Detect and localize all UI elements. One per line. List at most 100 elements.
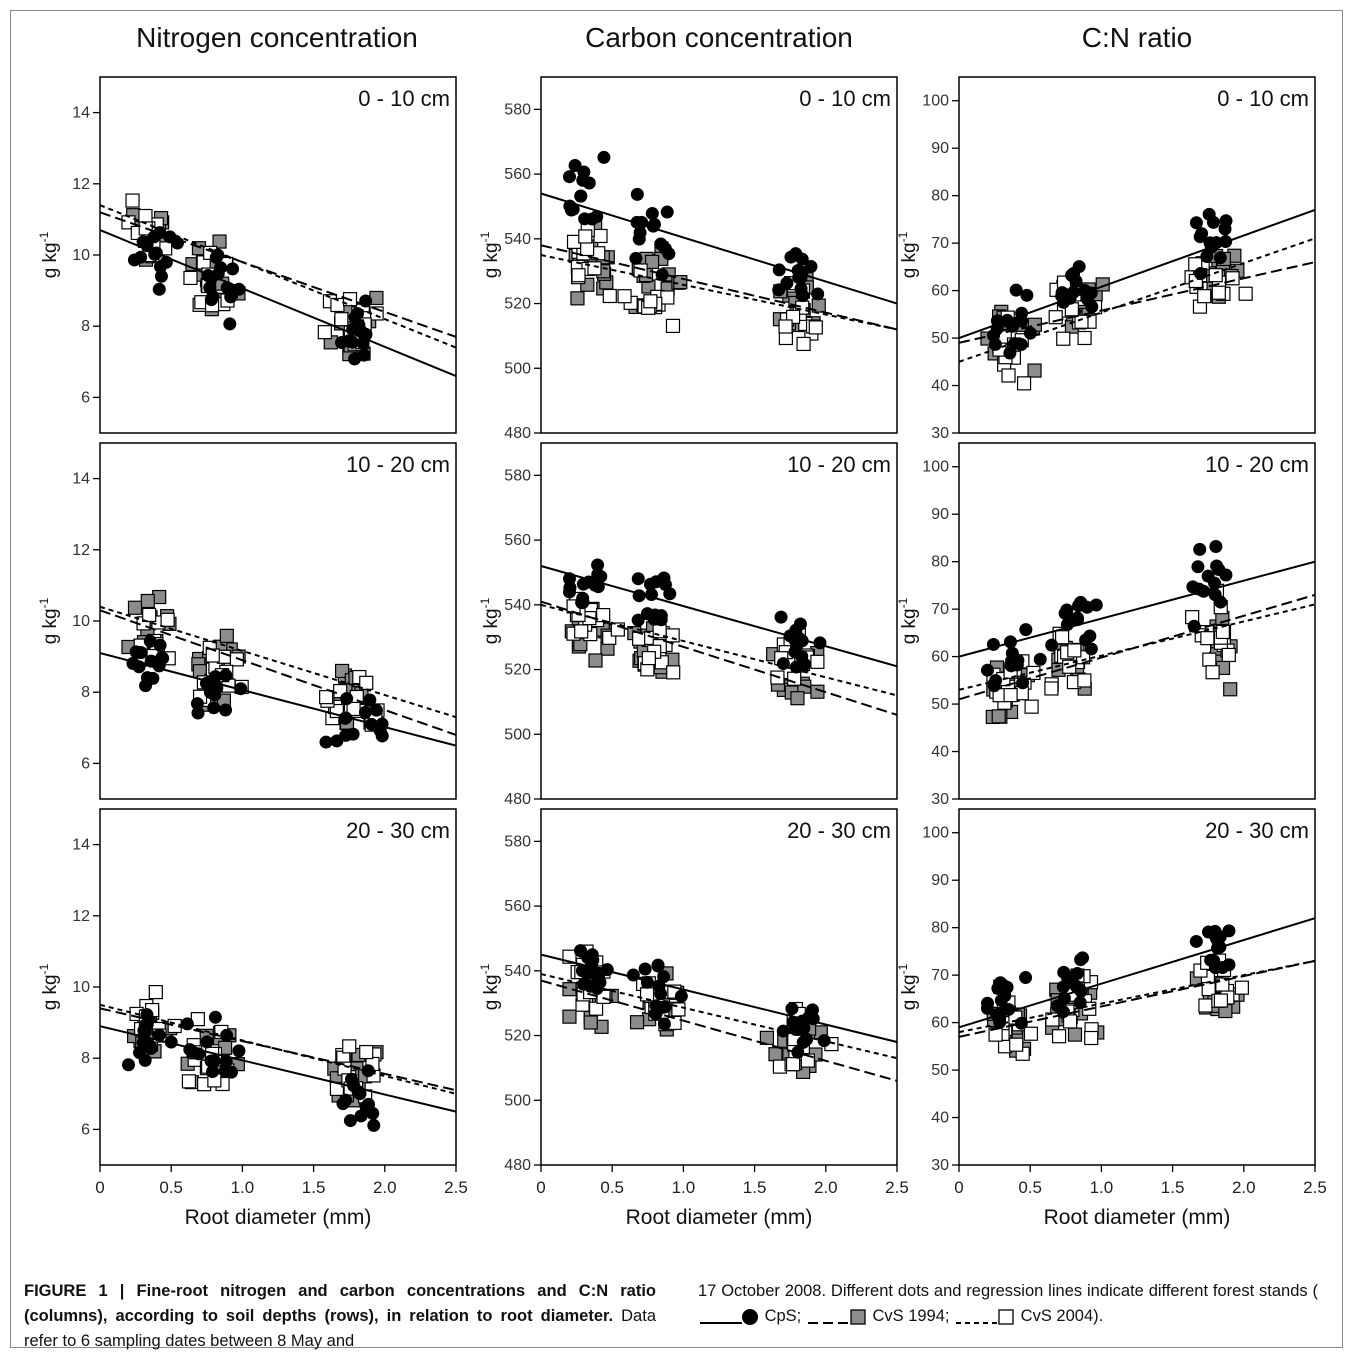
- data-point-cvs-2004: [317, 325, 332, 340]
- chart-panel: 6 8 10 12 14 g kg-1 0 - 10 cm: [37, 76, 457, 434]
- data-point-cps: [1208, 576, 1222, 590]
- depth-label: 0 - 10 cm: [799, 86, 891, 111]
- x-axis-label: Root diameter (mm): [185, 1206, 372, 1229]
- data-point-cvs-1994: [212, 234, 227, 249]
- data-point-cps: [1207, 954, 1221, 968]
- y-tick-label: 580: [504, 467, 531, 484]
- regression-line-cvs-2004: [958, 959, 1316, 1034]
- plot-area-border: [958, 76, 1316, 434]
- data-point-cps: [643, 577, 657, 591]
- y-tick-label: 30: [931, 1157, 949, 1174]
- chart-panel: 30 40 50 60 70 80 90 100 g kg-1 0 - 10 cm: [896, 76, 1316, 442]
- x-tick-label: 1.0: [672, 1178, 696, 1197]
- caption-right-column: 17 October 2008. Different dots and regr…: [698, 1279, 1318, 1329]
- data-point-cps: [1219, 214, 1233, 228]
- data-point-cvs-2004: [1202, 652, 1217, 667]
- data-point-cps: [208, 1010, 222, 1024]
- regression-line-cvs-1994: [958, 261, 1316, 344]
- data-point-cps: [795, 634, 809, 648]
- data-point-cvs-1994: [768, 1047, 783, 1062]
- y-tick-label: 540: [504, 597, 531, 614]
- data-point-cps: [144, 654, 158, 668]
- data-point-cvs-2004: [1056, 331, 1071, 346]
- x-tick-label: 2.5: [444, 1178, 468, 1197]
- data-point-cps: [1219, 568, 1233, 582]
- data-point-cps: [1019, 623, 1033, 637]
- data-point-cps: [590, 982, 604, 996]
- y-tick-label: 60: [931, 649, 949, 666]
- data-point-cps: [358, 705, 372, 719]
- data-point-cps: [140, 671, 154, 685]
- x-tick-label: 1.5: [302, 1178, 326, 1197]
- y-tick-label: 40: [931, 378, 949, 395]
- data-point-cps: [654, 237, 668, 251]
- caption-legend: CpS; CvS 1994; CvS 2004).: [698, 1307, 1103, 1325]
- plot-area-border: [958, 808, 1316, 1166]
- legend-swatch-cps: [700, 1308, 758, 1325]
- regression-line-cvs-2004: [958, 237, 1316, 363]
- data-point-cvs-1994: [644, 254, 660, 270]
- data-point-cps: [206, 1065, 220, 1079]
- regression-line-cvs-2004: [540, 603, 898, 697]
- data-point-cps: [1189, 216, 1203, 230]
- y-tick-label: 480: [504, 1157, 531, 1174]
- data-point-cps: [597, 150, 611, 164]
- y-tick-label: 70: [931, 601, 949, 618]
- depth-label: 10 - 20 cm: [346, 452, 450, 477]
- data-point-cvs-2004: [334, 312, 349, 327]
- depth-label: 0 - 10 cm: [358, 86, 450, 111]
- y-tick-label: 10: [72, 613, 90, 630]
- data-point-cps: [600, 963, 614, 977]
- y-tick-label: 480: [504, 425, 531, 442]
- y-tick-label: 10: [72, 979, 90, 996]
- data-point-cps: [594, 569, 608, 583]
- caption-left-column: FIGURE 1 | Fine-root nitrogen and carbon…: [24, 1279, 656, 1354]
- data-point-cps: [1005, 646, 1019, 660]
- y-axis-label: g kg-1: [37, 231, 61, 278]
- data-point-cvs-2004: [138, 208, 153, 224]
- column-title-carbon: Carbon concentration: [585, 22, 853, 53]
- data-point-cvs-2004: [1221, 647, 1236, 663]
- data-point-cps: [626, 968, 640, 982]
- data-point-cvs-2004: [1067, 643, 1082, 658]
- data-point-cvs-2004: [666, 665, 681, 680]
- data-point-cps: [1213, 251, 1227, 265]
- y-tick-label: 80: [931, 554, 949, 571]
- plot-area-border: [540, 442, 898, 800]
- data-point-cps: [209, 250, 223, 264]
- data-point-cps: [224, 1065, 238, 1079]
- data-point-cps: [575, 964, 589, 978]
- x-tick-label: 1.5: [743, 1178, 767, 1197]
- y-tick-label: 14: [72, 105, 90, 122]
- data-point-cps: [633, 226, 647, 240]
- legend-swatch-cvs-2004: [956, 1308, 1014, 1325]
- regression-line-cvs-2004: [99, 605, 457, 719]
- data-point-cps: [789, 623, 803, 637]
- data-point-cvs-2004: [643, 294, 658, 309]
- column-title-nitrogen: Nitrogen concentration: [136, 22, 418, 53]
- data-point-cvs-2004: [810, 654, 825, 669]
- y-tick-label: 500: [504, 360, 531, 377]
- data-point-cps: [1191, 560, 1205, 574]
- data-point-cps: [144, 1041, 158, 1055]
- data-point-cvs-2004: [574, 624, 589, 639]
- depth-label: 10 - 20 cm: [787, 452, 891, 477]
- y-tick-label: 520: [504, 296, 531, 313]
- data-point-cvs-1994: [1223, 682, 1238, 697]
- y-axis-label-superscript: -1: [896, 963, 910, 974]
- y-tick-label: 560: [504, 532, 531, 549]
- data-point-cps: [780, 276, 794, 290]
- regression-line-cvs-2004: [540, 973, 898, 1060]
- y-axis-label-superscript: -1: [896, 231, 910, 242]
- data-point-cps: [631, 572, 645, 586]
- legend-label: CvS 1994;: [867, 1307, 955, 1325]
- depth-label: 10 - 20 cm: [1205, 452, 1309, 477]
- column-title-cn-ratio: C:N ratio: [1081, 22, 1193, 53]
- x-tick-label: 1.0: [231, 1178, 255, 1197]
- data-point-cps: [811, 287, 825, 301]
- y-tick-label: 6: [81, 755, 90, 772]
- y-axis-label-superscript: -1: [478, 597, 492, 608]
- data-point-cps: [1208, 924, 1222, 938]
- y-tick-label: 100: [922, 93, 949, 110]
